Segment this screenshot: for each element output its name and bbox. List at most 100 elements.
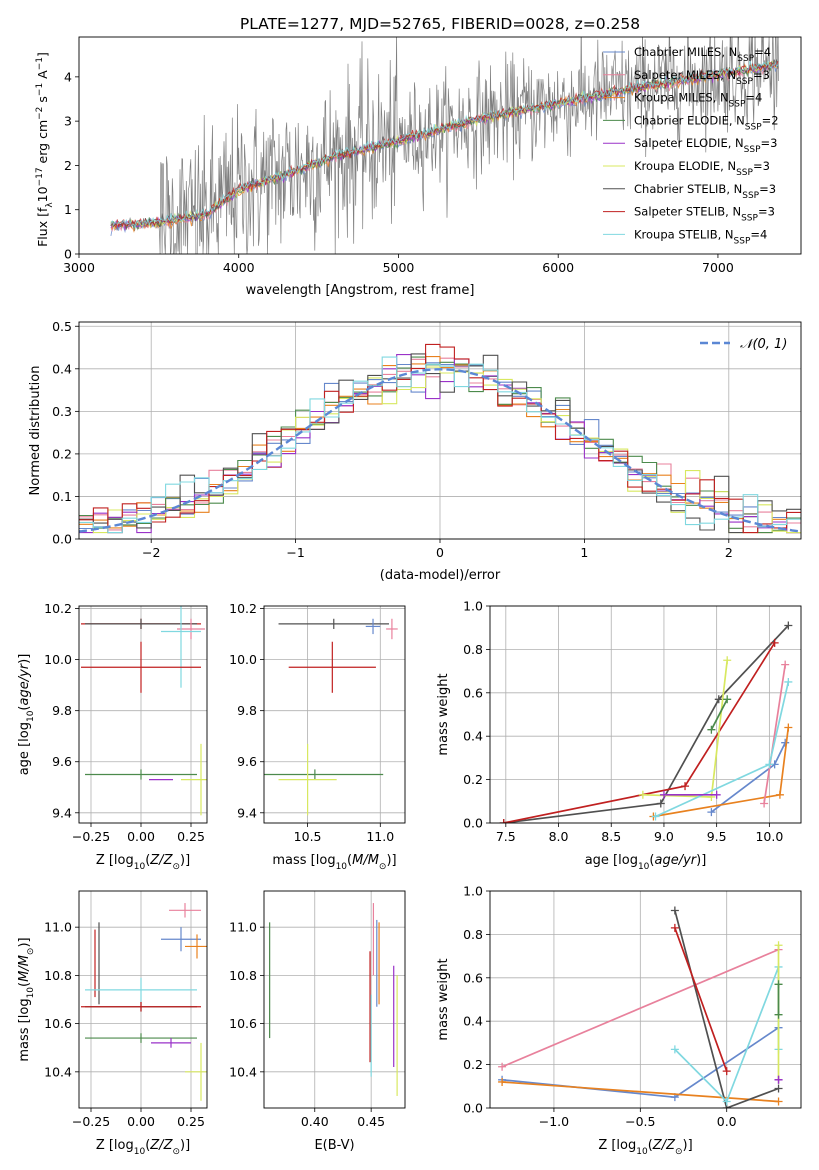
y-tick-label: 10.2 <box>229 601 257 616</box>
x-tick-label: −0.25 <box>72 1114 110 1129</box>
label-part: =4 <box>750 227 767 241</box>
label-part: ( <box>649 853 654 868</box>
x-tick-label: 7000 <box>702 260 734 275</box>
y-tick-label: 4 <box>64 69 72 84</box>
axes-age_vs_mass: 10.5 11.0 9.4 9.6 9.8 10.0 10.2 mass [log10(M/M… <box>229 601 406 872</box>
label-part: −1 <box>35 57 45 70</box>
label-part: Kroupa MILES, N <box>634 91 729 105</box>
plus-marker <box>774 980 783 989</box>
plus-marker <box>670 923 679 932</box>
y-tick-label: 3 <box>64 114 72 129</box>
label-part: 10 <box>26 987 36 999</box>
label-part: =3 <box>753 159 770 173</box>
label-part: ⊙ <box>172 1147 180 1157</box>
plus-marker <box>774 1075 783 1084</box>
y-tick-label: 0.0 <box>52 532 72 547</box>
y-tick-label: 10.0 <box>229 652 257 667</box>
x-axis-label: Z [log10(Z/Z⊙)] <box>96 1138 190 1157</box>
axes-frame <box>78 36 802 255</box>
y-tick-label: 9.8 <box>237 703 257 718</box>
plus-marker <box>499 819 508 823</box>
mass-weight-line <box>501 948 779 1068</box>
label-part: SSP <box>734 236 751 246</box>
x-tick-label: 11.0 <box>366 829 394 844</box>
mass-weight-line <box>502 1081 779 1103</box>
plot-area <box>499 621 793 823</box>
x-tick-label: 10.5 <box>294 829 322 844</box>
legend-entry: Salpeter MILES, NSSP=3 <box>634 68 770 87</box>
y-axis-label: age [log10(age/yr)] <box>17 654 36 776</box>
spectrum-data-line <box>110 37 779 254</box>
label-part: SSP <box>736 168 753 178</box>
plus-marker <box>784 677 793 686</box>
label-part: 10 <box>26 710 36 722</box>
y-tick-label: 0.4 <box>463 1014 483 1029</box>
y-tick-label: 1.0 <box>463 599 483 614</box>
label-part: Z [log <box>96 1138 134 1153</box>
x-tick-label: 7.5 <box>496 829 516 844</box>
y-tick-label: 0.1 <box>52 489 72 504</box>
label-part: M/M <box>352 853 379 868</box>
x-tick-label: 9.0 <box>654 829 674 844</box>
label-part: ( <box>145 1138 150 1153</box>
plus-marker <box>498 1077 507 1086</box>
x-axis-label: (data-model)/error <box>380 568 501 583</box>
label-part: SSP <box>745 122 762 132</box>
label-part: Z [log <box>96 853 134 868</box>
label-part: age/yr <box>17 662 32 705</box>
plus-marker <box>775 790 784 799</box>
histogram-series <box>79 356 801 534</box>
x-tick-label: 8.0 <box>549 829 569 844</box>
legend-entry: Kroupa ELODIE, NSSP=3 <box>634 159 770 178</box>
plus-marker <box>707 725 716 734</box>
y-tick-label: 9.6 <box>237 754 257 769</box>
y-tick-label: 0.6 <box>463 685 483 700</box>
label-part: ( <box>17 982 32 987</box>
plot-area <box>269 903 398 1096</box>
label-part: Salpeter MILES, N <box>634 68 736 82</box>
label-part: =4 <box>754 45 771 59</box>
x-axis-label: Z [log10(Z/Z⊙)] <box>96 853 190 872</box>
plus-marker <box>498 1062 507 1071</box>
axes-frame <box>78 605 208 824</box>
x-tick-label: 10.0 <box>755 829 783 844</box>
x-tick-label: 6000 <box>542 260 574 275</box>
plus-marker <box>723 656 732 665</box>
histogram-series <box>79 343 801 534</box>
y-tick-label: 0.5 <box>52 319 72 334</box>
legend-entry: Kroupa STELIB, NSSP=4 <box>634 227 767 246</box>
axes-age_vs_Z: −0.25 0.00 0.259.49.69.810.010.2Z [log10(Z… <box>17 601 208 872</box>
y-tick-label: 10.2 <box>44 601 72 616</box>
mass-weight-line <box>674 927 728 1072</box>
plus-marker <box>638 790 647 799</box>
y-tick-label: 0.3 <box>52 404 72 419</box>
x-tick-label: 0 <box>436 545 444 560</box>
y-tick-label: 10.8 <box>229 968 257 983</box>
plus-marker <box>722 1067 731 1076</box>
plus-marker <box>714 695 723 704</box>
y-tick-label: 9.4 <box>52 805 72 820</box>
label-part: ⊙ <box>675 1147 683 1157</box>
label-part: Flux [f <box>35 207 50 247</box>
plot-area <box>79 343 801 534</box>
y-axis-label: Normed distribution <box>28 366 43 496</box>
plus-marker <box>781 660 790 669</box>
label-part: 10 <box>35 186 50 202</box>
plus-marker <box>774 1010 783 1019</box>
label-part: Chabrier STELIB, N <box>634 182 742 196</box>
mass-weight-line <box>503 624 789 823</box>
x-axis-label: Z [log10(Z/Z⊙)] <box>598 1138 692 1157</box>
axes-frame <box>263 605 406 824</box>
y-axis-label: mass [log10(M/M⊙)] <box>17 937 36 1061</box>
x-tick-label: 0.40 <box>301 1114 329 1129</box>
axes-mw_vs_age: 7.5 8.0 8.5 9.0 9.5 10.0 0.0 0.2 0.4 0.6 0.8 1.0 age… <box>436 599 802 872</box>
y-tick-label: 0.0 <box>463 816 483 831</box>
legend-entry: Salpeter ELODIE, NSSP=3 <box>634 136 777 155</box>
label-part: Z/Z <box>652 1138 676 1153</box>
plus-marker <box>774 941 783 950</box>
label-part: =3 <box>761 136 778 150</box>
plus-marker <box>659 790 668 799</box>
y-tick-label: 10.0 <box>44 652 72 667</box>
label-part: age/yr <box>654 853 697 868</box>
